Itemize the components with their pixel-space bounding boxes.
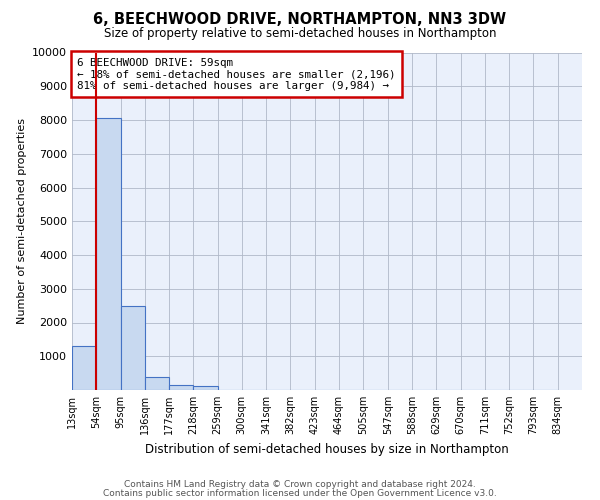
X-axis label: Distribution of semi-detached houses by size in Northampton: Distribution of semi-detached houses by … [145, 442, 509, 456]
Y-axis label: Number of semi-detached properties: Number of semi-detached properties [17, 118, 26, 324]
Text: 6 BEECHWOOD DRIVE: 59sqm
← 18% of semi-detached houses are smaller (2,196)
81% o: 6 BEECHWOOD DRIVE: 59sqm ← 18% of semi-d… [77, 58, 395, 91]
Bar [169, 385, 193, 390]
Text: Contains HM Land Registry data © Crown copyright and database right 2024.: Contains HM Land Registry data © Crown c… [124, 480, 476, 489]
Bar [72, 346, 96, 390]
Bar [145, 377, 169, 390]
Bar [121, 306, 145, 390]
Text: Contains public sector information licensed under the Open Government Licence v3: Contains public sector information licen… [103, 488, 497, 498]
Bar [96, 118, 121, 390]
Text: 6, BEECHWOOD DRIVE, NORTHAMPTON, NN3 3DW: 6, BEECHWOOD DRIVE, NORTHAMPTON, NN3 3DW [94, 12, 506, 28]
Text: Size of property relative to semi-detached houses in Northampton: Size of property relative to semi-detach… [104, 28, 496, 40]
Bar [193, 386, 218, 390]
